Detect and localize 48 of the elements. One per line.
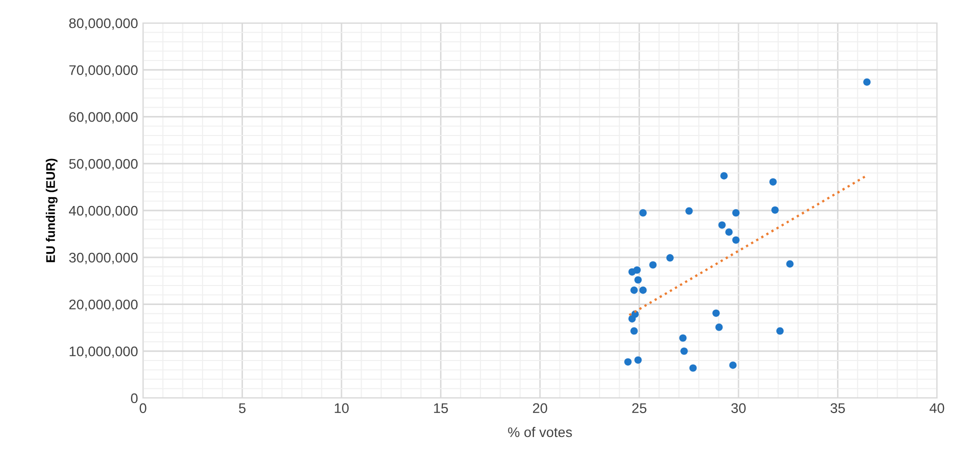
y-axis-title: EU funding (EUR): [46, 158, 58, 262]
y-tick-label: 60,000,000: [69, 112, 138, 124]
point: [863, 78, 871, 86]
point: [729, 362, 737, 369]
y-tick-label: 0: [130, 393, 138, 404]
point: [679, 334, 687, 342]
x-tick-label: 35: [830, 403, 845, 414]
point: [639, 209, 647, 217]
point: [639, 286, 647, 294]
point: [628, 268, 636, 276]
point: [732, 236, 740, 244]
point: [630, 286, 638, 294]
y-tick-label: 70,000,000: [69, 65, 138, 77]
point: [715, 324, 723, 331]
point: [634, 276, 642, 284]
x-axis-title: % of votes: [508, 426, 572, 438]
point: [685, 207, 693, 215]
point: [718, 221, 726, 229]
point: [630, 327, 638, 335]
x-tick-label: 30: [731, 403, 746, 414]
point: [634, 356, 642, 364]
y-tick-label: 10,000,000: [70, 346, 138, 358]
point: [776, 327, 784, 335]
y-tick-label: 50,000,000: [69, 158, 138, 170]
point: [732, 209, 740, 217]
x-tick-label: 40: [930, 403, 944, 414]
point: [786, 260, 794, 268]
x-tick-label: 5: [238, 403, 246, 414]
point: [680, 347, 688, 355]
point: [624, 358, 632, 366]
x-tick-label: 10: [334, 403, 349, 414]
y-tick-label: 40,000,000: [68, 206, 138, 218]
y-tick-label: 80,000,000: [69, 18, 138, 30]
point: [725, 228, 733, 236]
y-tick-label: 20,000,000: [69, 300, 138, 312]
x-tick-label: 15: [434, 403, 448, 414]
x-tick-label: 25: [632, 403, 646, 414]
point: [628, 315, 636, 322]
y-tick-label: 30,000,000: [69, 252, 138, 264]
point: [720, 172, 728, 180]
x-tick-label: 0: [140, 403, 146, 414]
point: [769, 178, 777, 186]
point: [771, 206, 779, 214]
x-tick-label: 20: [532, 403, 548, 414]
point: [649, 261, 657, 269]
point: [666, 254, 674, 262]
point: [689, 364, 697, 372]
point: [712, 309, 720, 317]
